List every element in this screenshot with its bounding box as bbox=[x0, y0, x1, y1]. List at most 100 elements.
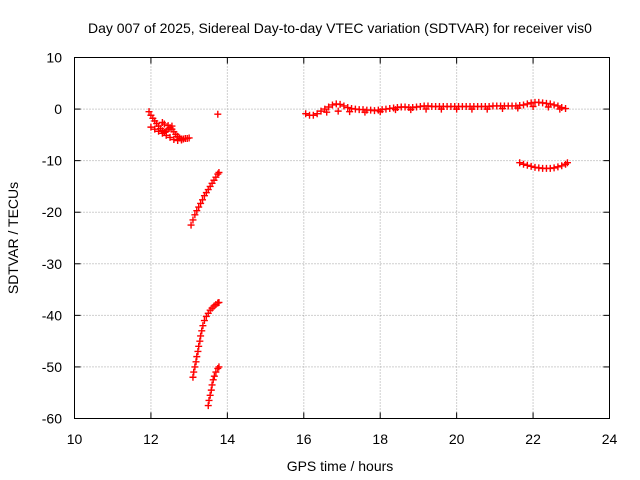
data-point-marker bbox=[189, 216, 197, 224]
data-point-marker bbox=[340, 102, 348, 110]
data-point-marker bbox=[346, 108, 354, 116]
data-point-marker bbox=[189, 373, 197, 381]
data-point-marker bbox=[514, 104, 522, 112]
x-tick-label: 10 bbox=[67, 431, 83, 447]
data-point-marker bbox=[499, 105, 506, 113]
data-point-marker bbox=[162, 131, 170, 139]
data-point-marker bbox=[325, 103, 333, 111]
chart-title: Day 007 of 2025, Sidereal Day-to-day VTE… bbox=[88, 20, 592, 36]
y-tick-label: -40 bbox=[42, 307, 62, 323]
data-point-marker bbox=[554, 163, 562, 171]
y-tick-label: -60 bbox=[42, 411, 62, 427]
data-point-marker bbox=[523, 161, 531, 169]
data-point-marker bbox=[214, 364, 222, 372]
data-point-marker bbox=[199, 196, 207, 204]
data-point-marker bbox=[516, 159, 524, 167]
data-point-marker bbox=[209, 376, 217, 384]
x-tick-label: 22 bbox=[525, 431, 541, 447]
data-point-marker bbox=[204, 402, 212, 410]
data-point-marker bbox=[160, 120, 168, 128]
data-point-marker bbox=[468, 105, 476, 113]
data-point-marker bbox=[198, 327, 206, 335]
data-point-marker bbox=[520, 160, 528, 168]
data-point-marker bbox=[214, 170, 222, 178]
data-point-marker bbox=[544, 103, 552, 111]
data-series bbox=[145, 108, 193, 145]
data-point-marker bbox=[336, 100, 344, 108]
data-point-marker bbox=[344, 104, 352, 112]
plot-frame bbox=[74, 57, 610, 419]
data-point-marker bbox=[196, 337, 204, 345]
data-point-marker bbox=[195, 203, 203, 211]
data-point-marker bbox=[199, 322, 207, 330]
data-point-marker bbox=[194, 347, 202, 355]
data-point-marker bbox=[422, 105, 430, 113]
data-point-marker bbox=[158, 129, 166, 137]
data-point-marker bbox=[334, 107, 342, 115]
data-point-marker bbox=[323, 108, 331, 116]
data-point-marker bbox=[187, 221, 195, 229]
data-point-marker bbox=[197, 332, 205, 340]
data-point-marker bbox=[550, 164, 558, 172]
data-point-marker bbox=[205, 396, 213, 404]
y-tick-labels: -60 -50 -40 -30 -20 -10 0 10 bbox=[42, 50, 62, 427]
data-point-marker bbox=[185, 134, 193, 142]
data-point-marker bbox=[215, 363, 223, 371]
data-point-marker bbox=[191, 363, 199, 371]
data-point-marker bbox=[193, 207, 201, 215]
data-point-marker bbox=[207, 386, 215, 394]
x-tick-labels: 10 12 14 16 18 20 22 24 bbox=[67, 431, 618, 447]
data-point-marker bbox=[407, 106, 415, 114]
data-point-marker bbox=[155, 127, 163, 135]
x-tick-label: 24 bbox=[602, 431, 618, 447]
data-point-marker bbox=[195, 342, 203, 350]
data-point-marker bbox=[170, 135, 178, 143]
data-point-marker bbox=[520, 101, 528, 109]
axis-ticks bbox=[74, 57, 610, 419]
data-series bbox=[516, 159, 571, 172]
data-point-marker bbox=[193, 353, 201, 361]
data-point-marker bbox=[192, 358, 200, 366]
y-tick-label: 0 bbox=[54, 101, 62, 117]
data-series bbox=[187, 169, 223, 229]
data-point-marker bbox=[328, 101, 336, 109]
grid bbox=[74, 57, 610, 419]
data-points bbox=[145, 98, 571, 410]
data-point-marker bbox=[313, 110, 321, 118]
data-point-marker bbox=[197, 199, 205, 207]
x-tick-label: 14 bbox=[220, 431, 236, 447]
data-point-marker bbox=[529, 102, 537, 110]
x-axis-label: GPS time / hours bbox=[287, 458, 394, 474]
data-point-marker bbox=[214, 110, 222, 118]
data-point-marker bbox=[317, 107, 325, 115]
data-point-marker bbox=[145, 108, 153, 116]
y-tick-label: 10 bbox=[46, 50, 62, 66]
data-series bbox=[214, 110, 222, 118]
data-point-marker bbox=[483, 105, 491, 113]
data-point-marker bbox=[147, 123, 155, 131]
x-tick-label: 16 bbox=[296, 431, 312, 447]
data-point-marker bbox=[212, 368, 220, 376]
data-point-marker bbox=[523, 100, 531, 108]
data-point-marker bbox=[208, 381, 216, 389]
data-series bbox=[204, 363, 223, 410]
data-point-marker bbox=[550, 101, 558, 109]
y-axis-label: SDTVAR / TECUs bbox=[5, 182, 21, 294]
data-point-marker bbox=[361, 108, 369, 116]
x-tick-label: 18 bbox=[372, 431, 388, 447]
data-point-marker bbox=[302, 110, 310, 118]
data-point-marker bbox=[376, 108, 384, 116]
data-point-marker bbox=[556, 105, 564, 113]
data-point-marker bbox=[309, 111, 317, 119]
x-tick-label: 12 bbox=[143, 431, 159, 447]
x-tick-label: 20 bbox=[449, 431, 465, 447]
y-tick-label: -50 bbox=[42, 359, 62, 375]
data-point-marker bbox=[215, 169, 223, 177]
data-point-marker bbox=[206, 391, 214, 399]
data-point-marker bbox=[437, 105, 445, 113]
data-point-marker bbox=[392, 106, 399, 114]
data-series bbox=[302, 98, 570, 119]
data-point-marker bbox=[210, 372, 218, 380]
data-point-marker bbox=[151, 125, 159, 133]
data-point-marker bbox=[166, 133, 174, 141]
